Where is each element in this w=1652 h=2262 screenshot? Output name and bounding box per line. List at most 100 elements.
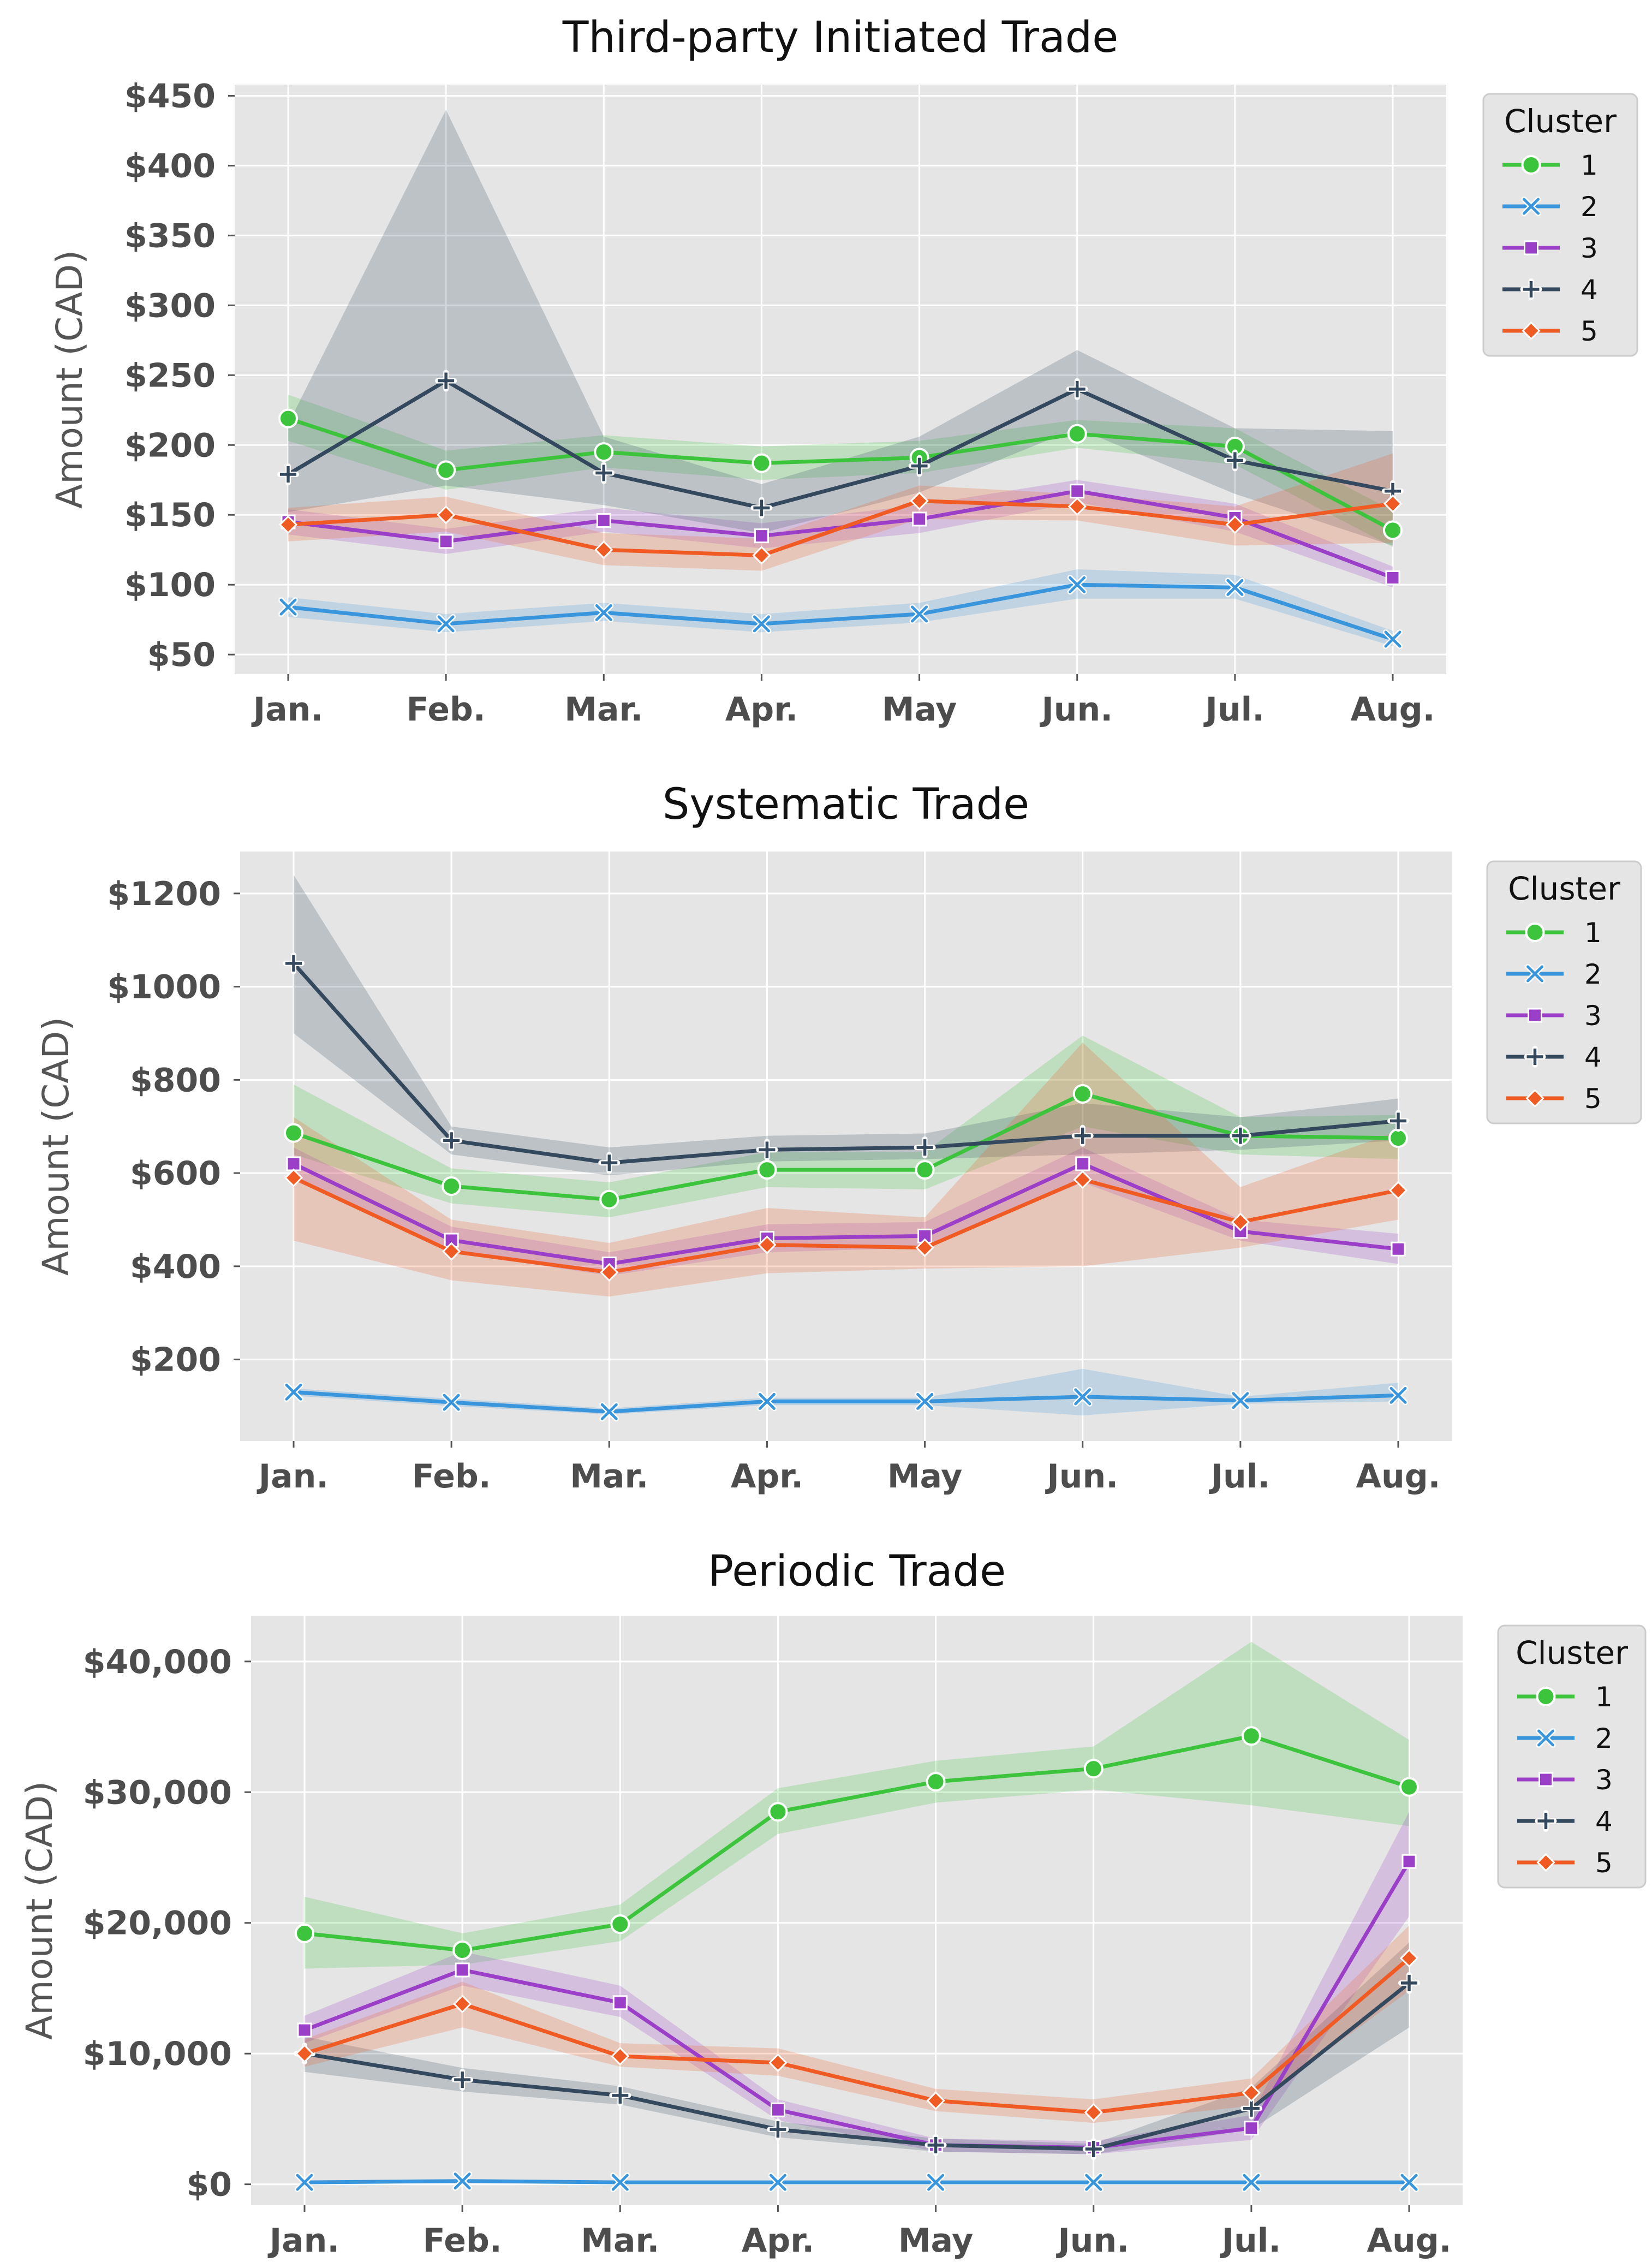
y-tick-label: $50	[147, 636, 216, 674]
data-point-cluster-3	[438, 534, 454, 549]
data-point-cluster-5	[1231, 1212, 1250, 1231]
series-line-cluster-1	[293, 1092, 1399, 1202]
data-point-cluster-4	[1071, 1124, 1094, 1147]
legend-marker	[1536, 1687, 1556, 1706]
data-point-cluster-1	[1399, 1777, 1419, 1797]
data-point-cluster-1	[768, 1802, 788, 1822]
data-point-cluster-2	[278, 597, 298, 617]
series-line-cluster-2	[293, 1390, 1399, 1414]
legend-item-cluster-4: 4	[1506, 1041, 1602, 1073]
data-point-cluster-5	[1225, 515, 1244, 534]
data-point-cluster-3	[1075, 1156, 1090, 1171]
data-point-cluster-1	[295, 1923, 314, 1943]
data-point-cluster-1	[442, 1176, 462, 1196]
data-point-cluster-5	[758, 1235, 777, 1254]
data-point-cluster-5	[1084, 2103, 1103, 2122]
legend-label: 2	[1595, 1723, 1613, 1754]
data-point-cluster-3	[1401, 1854, 1417, 1869]
data-point-cluster-4	[1082, 2138, 1105, 2160]
legend-label: 5	[1584, 1083, 1602, 1115]
data-point-cluster-4	[435, 370, 457, 392]
data-point-cluster-4	[451, 2069, 474, 2091]
y-tick-label: $400	[130, 1248, 221, 1286]
legend-label: 2	[1581, 191, 1598, 223]
legend-marker	[1538, 1772, 1553, 1787]
legend-marker	[1525, 964, 1545, 984]
data-point-cluster-3	[917, 1228, 933, 1243]
x-tick-label: Feb.	[423, 2222, 502, 2260]
data-point-cluster-4	[767, 2118, 789, 2141]
legend-marker	[1525, 922, 1545, 942]
data-point-cluster-5	[278, 515, 298, 534]
data-point-cluster-3	[754, 528, 769, 544]
legend-label: 5	[1581, 316, 1598, 347]
legend-item-cluster-1: 1	[1506, 917, 1602, 949]
data-point-cluster-3	[1070, 484, 1085, 499]
y-tick-label: $0	[187, 2166, 232, 2204]
legend-item-cluster-4: 4	[1517, 1806, 1613, 1837]
data-point-cluster-2	[610, 2172, 630, 2193]
data-point-cluster-1	[599, 1189, 619, 1210]
data-point-cluster-2	[1388, 1385, 1408, 1406]
legend-marker	[1535, 1810, 1557, 1832]
data-point-cluster-4	[1066, 378, 1088, 400]
legend-marker	[1522, 321, 1541, 341]
legend-item-cluster-5: 5	[1506, 1083, 1602, 1115]
x-tick-label: Feb.	[407, 690, 486, 729]
data-point-cluster-5	[611, 2046, 630, 2066]
legend-item-cluster-5: 5	[1517, 1847, 1613, 1879]
legend-label: 3	[1584, 1000, 1602, 1032]
y-tick-label: $400	[124, 147, 216, 185]
x-tick-label: Apr.	[742, 2222, 814, 2260]
data-point-cluster-3	[1244, 2121, 1259, 2136]
legend-marker	[1521, 155, 1541, 175]
y-axis-label: Amount (CAD)	[49, 250, 91, 509]
legend-marker	[1524, 1046, 1546, 1068]
legend-item-cluster-5: 5	[1502, 316, 1598, 347]
chart-panel-3: $0 $10,000 $20,000 $30,000 $40,000 Jan. Feb. Ma…	[19, 1547, 1647, 2260]
x-tick-label: Jun.	[1039, 690, 1113, 729]
legend-title: Cluster	[1508, 870, 1620, 907]
data-point-cluster-3	[612, 1995, 628, 2010]
data-point-cluster-1	[752, 453, 772, 473]
series-line-cluster-3	[303, 1860, 1411, 2150]
legend-label: 4	[1595, 1806, 1613, 1837]
legend-label: 1	[1584, 917, 1602, 949]
data-point-cluster-1	[1388, 1128, 1408, 1148]
data-point-cluster-2	[1383, 629, 1403, 650]
data-point-cluster-5	[910, 491, 929, 510]
data-point-cluster-2	[909, 604, 929, 624]
y-tick-label: $100	[124, 566, 216, 604]
series-line-cluster-4	[304, 1981, 1411, 2151]
legend-title: Cluster	[1504, 103, 1617, 140]
y-tick-label: $1200	[107, 875, 221, 913]
y-tick-label: $200	[130, 1341, 221, 1379]
x-tick-label: Mar.	[564, 690, 643, 729]
data-point-cluster-5	[1383, 494, 1403, 513]
chart-panel-2: $200 $400 $600 $800 $1000 $1200 Jan. Feb. Mar. Ap…	[35, 780, 1642, 1496]
y-tick-label: $600	[130, 1154, 221, 1193]
data-point-cluster-1	[926, 1772, 946, 1792]
confidence-band-cluster-4	[294, 874, 1398, 1176]
data-point-cluster-2	[1241, 2172, 1261, 2193]
legend-item-cluster-3: 3	[1517, 1764, 1613, 1796]
x-tick-label: Jan.	[251, 690, 323, 729]
data-point-cluster-2	[1399, 2172, 1419, 2193]
chart-title: Periodic Trade	[708, 1547, 1006, 1596]
y-tick-label: $250	[124, 356, 216, 395]
data-point-cluster-4	[1398, 1972, 1420, 1994]
x-tick-label: Feb.	[412, 1457, 491, 1496]
data-point-cluster-5	[926, 2091, 945, 2110]
data-point-cluster-2	[926, 2172, 946, 2193]
legend-marker	[1524, 240, 1538, 255]
data-point-cluster-4	[609, 2084, 631, 2106]
series-line-cluster-5	[293, 1176, 1399, 1275]
data-point-cluster-4	[440, 1129, 463, 1152]
data-point-cluster-1	[1083, 1759, 1104, 1779]
data-point-cluster-3	[770, 2102, 785, 2117]
data-point-cluster-1	[757, 1160, 777, 1180]
data-point-cluster-4	[598, 1152, 621, 1174]
chart-title: Systematic Trade	[663, 780, 1029, 829]
data-point-cluster-4	[756, 1139, 778, 1161]
x-tick-label: Jul.	[1203, 690, 1265, 729]
